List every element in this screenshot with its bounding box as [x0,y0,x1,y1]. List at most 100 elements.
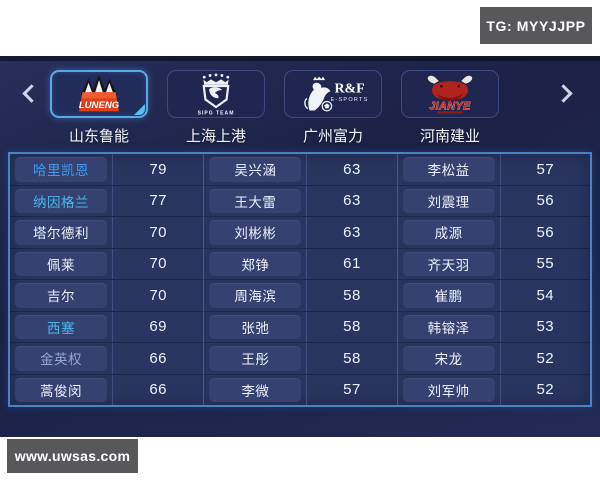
roster-column-3: 李松益 57 刘震理 56 成源 56 齐天羽 55 崔鹏 54 韩镕泽 53 宋龙 52 刘军帅 52 [396,154,590,405]
team-tile-2[interactable]: SIPG TEAM [167,70,265,118]
player-row: 纳因格兰 77 [10,185,204,217]
player-name-cell[interactable]: 王大雷 [204,185,308,216]
player-name-cell[interactable]: 纳因格兰 [10,185,113,216]
player-row: 刘军帅 52 [398,374,590,405]
player-row: 哈里凯恩 79 [10,154,204,186]
player-row: 刘彬彬 63 [204,217,397,249]
player-rating: 56 [536,192,555,210]
player-name: 吉尔 [15,283,107,308]
player-row: 王彤 58 [204,343,397,375]
sipg-eagle-icon: SIPG TEAM [198,73,233,116]
player-rating: 55 [536,255,555,273]
team-item-3: R&F E-SPORTS 广州富力 [284,70,382,146]
player-row: 西塞 69 [10,311,204,343]
player-name: 西塞 [15,314,107,339]
player-name-cell[interactable]: 吴兴涵 [204,154,308,185]
luneng-logo-text: LUNENG [79,100,120,111]
player-name: 塔尔德利 [15,220,107,245]
player-name-cell[interactable]: 齐天羽 [398,248,501,279]
player-name: 蒿俊闵 [15,377,107,402]
player-rating: 58 [343,349,361,367]
player-name-cell[interactable]: 吉尔 [10,280,113,311]
player-name-cell[interactable]: 宋龙 [398,343,501,374]
player-roster-table: 哈里凯恩 79 纳因格兰 77 塔尔德利 70 佩莱 70 吉尔 70 西塞 69 金英权 66 蒿俊闵 66… [8,152,592,407]
luneng-crest-icon: LUNENG [79,74,120,112]
player-name-cell[interactable]: 张弛 [204,311,308,342]
player-name: 郑铮 [209,251,302,276]
player-name-cell[interactable]: 金英权 [10,343,113,374]
player-name: 宋龙 [402,346,495,371]
player-name-cell[interactable]: 刘彬彬 [204,217,308,248]
rf-lion-icon: R&F E-SPORTS [304,76,369,112]
chevron-right-icon[interactable] [554,84,573,103]
team-tile-strip: LUNENG 山东鲁能 SIPG TEAM 上海上港 R&F E-SPORTS … [50,70,499,146]
player-name-cell[interactable]: 西塞 [10,311,113,342]
player-name-cell[interactable]: 崔鹏 [398,280,501,311]
player-row: 王大雷 63 [204,185,397,217]
player-name-cell[interactable]: 刘震理 [398,185,501,216]
chevron-left-icon[interactable] [22,84,41,103]
player-name: 刘彬彬 [209,220,302,245]
team-name-label: 广州富力 [302,128,363,145]
player-name-cell[interactable]: 佩莱 [10,248,113,279]
site-watermark-text: www.uwsas.com [14,448,131,464]
player-rating: 53 [536,318,555,336]
player-name: 成源 [402,220,495,245]
player-name-cell[interactable]: 郑铮 [204,248,308,279]
player-name-cell[interactable]: 李松益 [398,154,501,185]
player-name: 金英权 [15,346,107,371]
player-rating: 63 [343,192,361,210]
player-rating: 77 [149,192,167,210]
player-name-cell[interactable]: 塔尔德利 [10,217,113,248]
player-rating: 57 [343,381,361,399]
player-row: 佩莱 70 [10,248,204,280]
player-row: 成源 56 [397,217,590,249]
player-row: 李微 57 [204,374,396,405]
player-name: 李微 [209,377,302,402]
player-name-cell[interactable]: 刘军帅 [398,374,501,405]
player-name-cell[interactable]: 哈里凯恩 [10,154,113,185]
player-name: 刘震理 [402,188,495,213]
player-name-cell[interactable]: 韩镕泽 [398,311,501,342]
player-rating: 69 [149,318,167,336]
rf-logo-subtext: E-SPORTS [331,97,369,103]
player-name-cell[interactable]: 蒿俊闵 [10,374,113,405]
player-name: 崔鹏 [402,283,495,308]
player-rating: 56 [536,223,555,241]
player-row: 郑铮 61 [204,248,397,280]
player-name-cell[interactable]: 李微 [204,374,308,405]
player-name-cell[interactable]: 成源 [398,217,501,248]
player-row: 宋龙 52 [397,343,590,375]
player-rating: 58 [343,318,361,336]
player-name: 刘军帅 [402,377,495,402]
tg-watermark: TG: MYYJJPP [480,7,592,44]
team-tile-1[interactable]: LUNENG [50,70,148,118]
roster-column-1: 哈里凯恩 79 纳因格兰 77 塔尔德利 70 佩莱 70 吉尔 70 西塞 69 金英权 66 蒿俊闵 66 [10,154,204,405]
roster-column-2: 吴兴涵 63 王大雷 63 刘彬彬 63 郑铮 61 周海滨 58 张弛 58 王彤 58 李微 57 [203,154,397,405]
team-tile-4[interactable]: JIANYE [401,70,499,118]
player-row: 周海滨 58 [204,280,397,312]
player-rating: 70 [149,255,167,273]
player-rating: 63 [343,160,361,178]
player-name-cell[interactable]: 王彤 [204,343,308,374]
player-row: 塔尔德利 70 [10,217,204,249]
team-name-label: 上海上港 [185,128,246,145]
player-rating: 52 [536,349,555,367]
game-screen: LUNENG 山东鲁能 SIPG TEAM 上海上港 R&F E-SPORTS … [0,56,600,437]
team-tile-3[interactable]: R&F E-SPORTS [284,70,382,118]
player-name: 韩镕泽 [402,314,495,339]
player-name: 周海滨 [209,283,302,308]
player-row: 张弛 58 [204,311,397,343]
player-row: 刘震理 56 [397,185,590,217]
player-rating: 79 [149,160,167,178]
player-rating: 66 [149,381,167,399]
player-row: 崔鹏 54 [397,280,590,312]
player-rating: 63 [343,223,361,241]
player-row: 李松益 57 [397,154,590,186]
player-name-cell[interactable]: 周海滨 [204,280,308,311]
player-name: 李松益 [402,157,495,182]
jianye-bull-icon: JIANYE [427,75,473,114]
team-item-1: LUNENG 山东鲁能 [50,70,148,146]
player-name: 纳因格兰 [15,188,107,213]
player-row: 蒿俊闵 66 [10,374,203,405]
